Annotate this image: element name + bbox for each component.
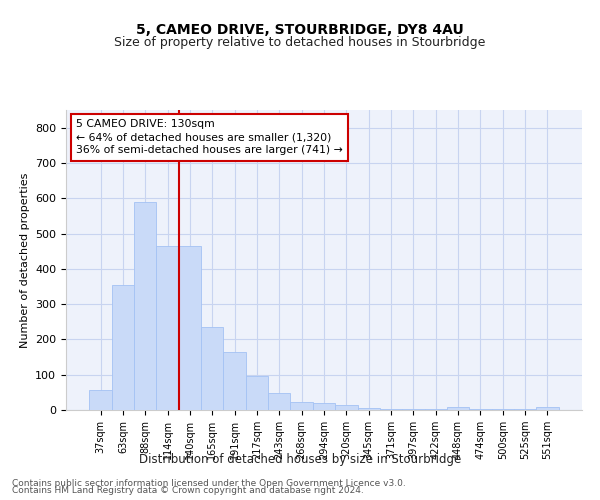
Text: 5, CAMEO DRIVE, STOURBRIDGE, DY8 4AU: 5, CAMEO DRIVE, STOURBRIDGE, DY8 4AU [136,22,464,36]
Bar [201,327,223,410]
Text: Contains public sector information licensed under the Open Government Licence v3: Contains public sector information licen… [12,478,406,488]
Bar [425,409,447,410]
Bar [112,284,134,410]
Text: Contains HM Land Registry data © Crown copyright and database right 2024.: Contains HM Land Registry data © Crown c… [12,486,364,495]
Bar [223,352,246,410]
Bar [469,409,491,410]
Text: Size of property relative to detached houses in Stourbridge: Size of property relative to detached ho… [115,36,485,49]
Bar [514,409,536,410]
Bar [358,408,380,410]
Bar [179,246,201,410]
Text: 5 CAMEO DRIVE: 130sqm
← 64% of detached houses are smaller (1,320)
36% of semi-d: 5 CAMEO DRIVE: 130sqm ← 64% of detached … [76,119,343,156]
Y-axis label: Number of detached properties: Number of detached properties [20,172,29,348]
Bar [313,403,335,410]
Bar [157,246,179,410]
Text: Distribution of detached houses by size in Stourbridge: Distribution of detached houses by size … [139,452,461,466]
Bar [491,409,514,410]
Bar [402,409,425,410]
Bar [447,407,469,410]
Bar [536,407,559,410]
Bar [335,406,358,410]
Bar [268,394,290,410]
Bar [290,402,313,410]
Bar [380,409,402,410]
Bar [134,202,157,410]
Bar [89,390,112,410]
Bar [246,376,268,410]
